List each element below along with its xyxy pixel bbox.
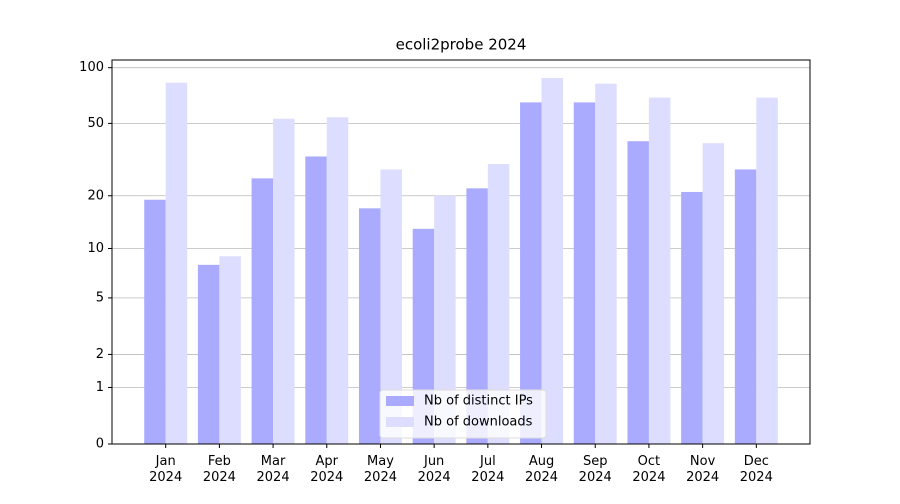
- x-tick-label: Feb 2024: [203, 454, 236, 485]
- legend-label: Nb of downloads: [424, 415, 533, 430]
- bar: [251, 178, 274, 444]
- bar: [219, 256, 241, 444]
- bar: [466, 188, 488, 444]
- y-tick-label: 5: [96, 290, 104, 305]
- y-tick-label: 0: [96, 437, 104, 452]
- legend-swatch: [386, 417, 414, 427]
- bar: [380, 169, 402, 445]
- x-tick-label: Jan 2024: [149, 454, 182, 485]
- y-tick-label: 50: [87, 116, 104, 131]
- x-tick-label: Jun 2024: [418, 454, 451, 485]
- bar: [573, 102, 596, 444]
- legend-label: Nb of distinct IPs: [424, 394, 533, 409]
- x-tick-label: Nov 2024: [686, 454, 719, 485]
- x-tick-label: Apr 2024: [310, 454, 343, 485]
- x-tick-label: Dec 2024: [740, 454, 773, 485]
- y-tick-label: 2: [96, 347, 104, 362]
- bar: [144, 199, 166, 444]
- x-tick-label: Aug 2024: [525, 454, 558, 485]
- x-tick-label: May 2024: [364, 454, 397, 485]
- y-tick-label: 1: [96, 380, 104, 395]
- bar: [681, 191, 703, 444]
- y-tick-label: 100: [79, 60, 104, 75]
- bar: [487, 164, 510, 444]
- bar: [165, 82, 188, 444]
- bar: [595, 83, 617, 444]
- x-tick-label: Oct 2024: [632, 454, 665, 485]
- bar: [702, 143, 725, 445]
- bar: [273, 118, 295, 444]
- y-tick-label: 10: [87, 241, 104, 256]
- bar: [197, 264, 220, 444]
- bar: [756, 97, 778, 445]
- bar: [627, 141, 649, 445]
- chart-title: ecoli2probe 2024: [396, 36, 527, 54]
- x-tick-label: Jul 2024: [471, 454, 504, 485]
- bar: [326, 117, 349, 445]
- plot-frame: [111, 59, 811, 445]
- x-tick-label: Mar 2024: [257, 454, 290, 485]
- x-tick-label: Sep 2024: [579, 454, 612, 485]
- bar: [541, 78, 564, 444]
- bar: [305, 156, 327, 444]
- bar: [434, 195, 456, 444]
- legend-box: [379, 389, 547, 439]
- legend-swatch: [386, 396, 414, 406]
- bar: [734, 169, 757, 445]
- bar: [648, 97, 671, 445]
- bar: [358, 208, 381, 444]
- bar: [520, 102, 542, 444]
- y-tick-label: 20: [87, 188, 104, 203]
